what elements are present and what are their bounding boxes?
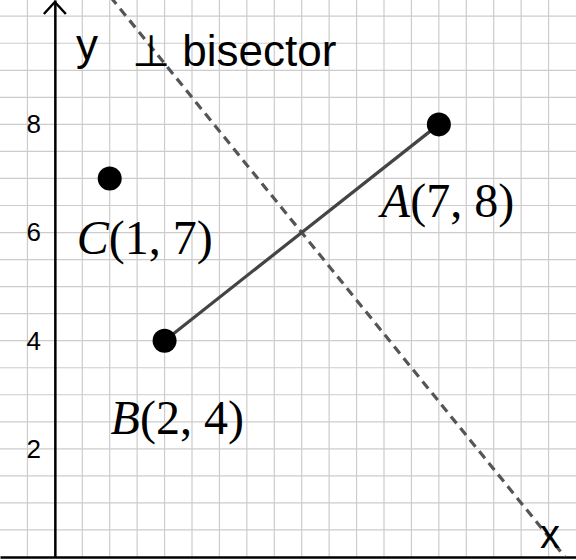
y-tick: 8 <box>26 109 54 139</box>
y-axis-arrow <box>44 2 66 14</box>
grid-line-x <box>466 0 467 557</box>
y-tick-label: 8 <box>26 109 40 139</box>
x-axis-line <box>1 556 576 559</box>
grid-line-y <box>0 124 576 125</box>
grid-line-x <box>109 0 110 557</box>
grid-line-x <box>438 0 439 557</box>
grid-line-x <box>411 0 412 557</box>
x-axis <box>1 557 576 558</box>
grid-line-y <box>0 313 576 314</box>
point-label: B(2, 4) <box>111 391 244 445</box>
grid-line-y <box>0 367 576 368</box>
grid-line-x <box>246 0 247 557</box>
y-tick-label: 6 <box>26 217 40 247</box>
point-label: C(1, 7) <box>77 211 213 265</box>
grid-line-x <box>493 0 494 557</box>
y-tick: 4 <box>26 326 54 356</box>
grid-line-x <box>329 0 330 557</box>
grid-line-x <box>521 0 522 557</box>
grid-line-y <box>0 448 576 449</box>
y-tick-label: 4 <box>26 326 40 356</box>
grid-line-y <box>0 475 576 476</box>
y-tick: 6 <box>26 217 54 247</box>
grid-line-y <box>0 502 576 503</box>
grid-line-y <box>0 97 576 98</box>
grid-line-x <box>82 0 83 557</box>
grid-line-y <box>0 394 576 395</box>
plot-area <box>82 0 565 557</box>
y-axis-line <box>54 1 57 558</box>
grid-line-x <box>301 0 302 557</box>
grid-line-x <box>191 0 192 557</box>
point <box>98 166 122 190</box>
y-tick: 2 <box>26 434 54 464</box>
grid-line-y <box>0 421 576 422</box>
grid <box>0 0 576 557</box>
grid-line-y <box>0 151 576 152</box>
y-axis-title: y <box>76 20 98 69</box>
point <box>427 112 451 136</box>
title: ⊥ bisector <box>132 26 336 75</box>
grid-line-x <box>356 0 357 557</box>
y-axis: 2 4 6 8 <box>26 1 55 558</box>
perpendicular-bisector <box>82 0 565 557</box>
y-tick-label: 2 <box>26 434 40 464</box>
grid-line-x <box>219 0 220 557</box>
x-axis-title: x <box>540 512 560 556</box>
grid-line-y <box>0 340 576 341</box>
grid-line-x <box>27 0 28 557</box>
grid-line-y <box>0 529 576 530</box>
grid-line-x <box>274 0 275 557</box>
grid-line-y <box>0 286 576 287</box>
chart: 2 4 6 8 A(7, 8) B(2, 4) C(1, 7) y ⊥ bisector x <box>0 0 576 560</box>
point-label: A(7, 8) <box>378 174 514 228</box>
grid-line-x <box>383 0 384 557</box>
grid-line-y <box>0 16 576 17</box>
grid-line-x <box>548 0 549 557</box>
grid-line-x <box>164 0 165 557</box>
grid-line-x <box>137 0 138 557</box>
point <box>153 329 177 353</box>
grid-line-x <box>54 0 55 557</box>
